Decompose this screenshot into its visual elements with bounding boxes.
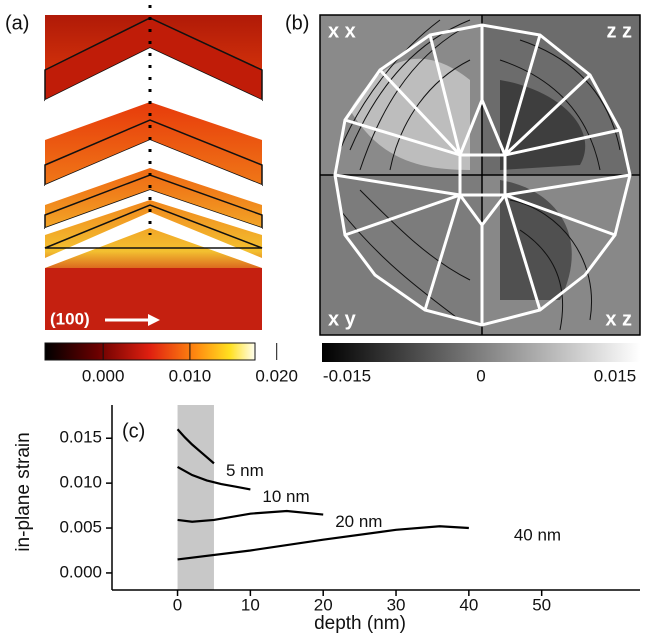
x-tick-label: 50 bbox=[532, 595, 551, 614]
series-label: 20 nm bbox=[335, 512, 382, 531]
colorbar-tick-label: 0 bbox=[476, 366, 485, 385]
colorbar-tick-label: -0.015 bbox=[323, 366, 371, 385]
line bbox=[178, 526, 469, 559]
x-tick-label: 40 bbox=[459, 595, 478, 614]
contour-map bbox=[320, 15, 640, 335]
x-tick-label: 0 bbox=[173, 595, 182, 614]
x-tick-label: 10 bbox=[241, 595, 260, 614]
direction-label: (100) bbox=[50, 309, 90, 328]
series-label: 10 nm bbox=[262, 487, 309, 506]
y-tick-label: 0.010 bbox=[59, 473, 102, 492]
series-label: 40 nm bbox=[514, 526, 561, 545]
shaded-region bbox=[178, 405, 214, 590]
x-tick-label: 20 bbox=[314, 595, 333, 614]
colorbar bbox=[45, 343, 255, 360]
quadrant-label: x y bbox=[328, 308, 357, 330]
x-tick-label: 30 bbox=[387, 595, 406, 614]
colorbar-tick-label: 0.010 bbox=[169, 366, 212, 385]
colorbar bbox=[322, 343, 640, 362]
panel-label: (a) bbox=[5, 12, 29, 34]
quadrant-label: z z bbox=[606, 20, 632, 42]
x-axis-label: depth (nm) bbox=[314, 613, 406, 634]
colorbar-tick-label: 0.015 bbox=[594, 366, 637, 385]
strain-map bbox=[45, 5, 262, 330]
colorbar-tick-label: 0.020 bbox=[255, 366, 298, 385]
panel-label: (b) bbox=[285, 12, 309, 34]
page: {"panel_a": {"label": "(a)", "direction"… bbox=[0, 0, 651, 636]
series-label: 5 nm bbox=[226, 461, 264, 480]
quadrant-label: x z bbox=[605, 308, 632, 330]
y-tick-label: 0.005 bbox=[59, 518, 102, 537]
y-axis-label: in-plane strain bbox=[13, 432, 34, 551]
y-tick-label: 0.000 bbox=[59, 562, 102, 581]
panel-label: (c) bbox=[122, 420, 145, 442]
figure: (a) (100) (b) x x z z x y x z (c) depth … bbox=[0, 0, 651, 636]
quadrant-label: x x bbox=[328, 20, 356, 42]
y-tick-label: 0.015 bbox=[59, 428, 102, 447]
colorbar-tick-label: 0.000 bbox=[82, 366, 125, 385]
